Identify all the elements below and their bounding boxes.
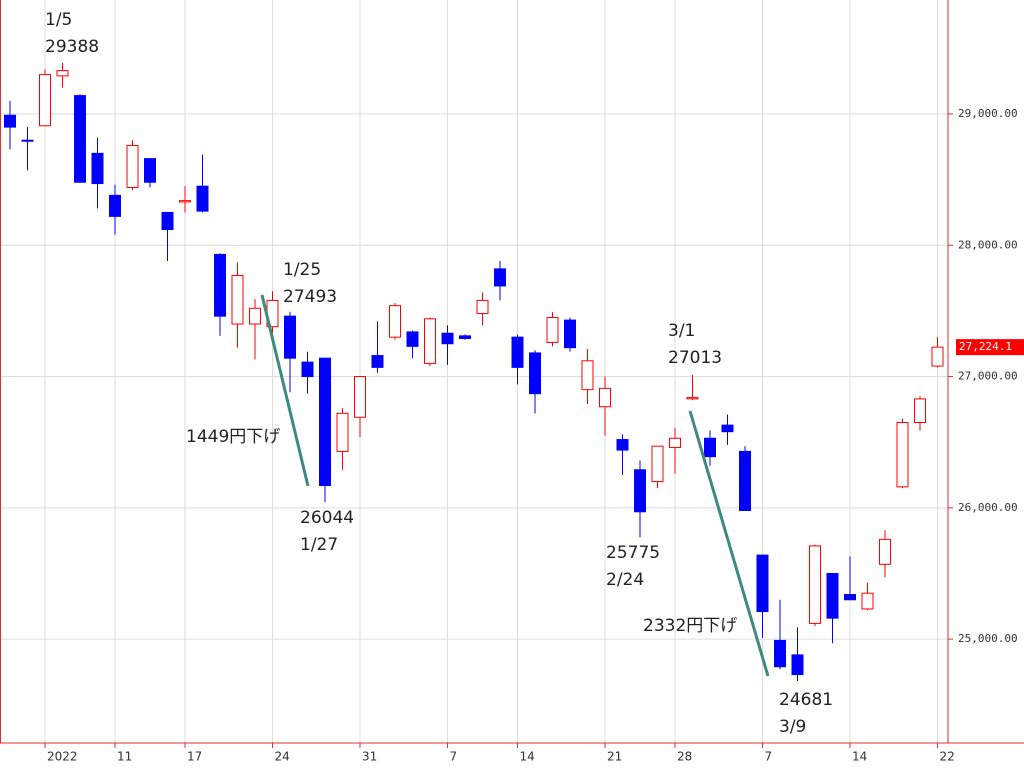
candle-body — [931, 346, 944, 367]
annotation: 29388 — [45, 37, 99, 57]
candle-body — [879, 538, 891, 565]
candle-body — [284, 315, 296, 359]
candle-body — [179, 200, 191, 203]
annotation: 2/24 — [606, 570, 644, 590]
annotation: 25775 — [606, 543, 660, 563]
candle-body — [861, 592, 874, 610]
x-tick-label: 14 — [520, 750, 535, 764]
candle-body — [39, 74, 51, 127]
candle-body — [389, 305, 401, 338]
candle-body — [91, 152, 104, 185]
candle-body — [249, 307, 261, 325]
candle-body — [774, 639, 786, 668]
candle-body — [354, 376, 366, 418]
candle-body — [634, 469, 646, 513]
candle-body — [564, 319, 576, 349]
annotation: 1/5 — [45, 10, 72, 30]
current-price-box — [956, 339, 1024, 356]
x-tick-label: 14 — [852, 750, 867, 764]
candle-body — [56, 70, 69, 77]
candle-body — [756, 554, 769, 613]
candle-body — [74, 95, 86, 183]
candle-body — [669, 437, 681, 448]
annotation: 27013 — [668, 348, 722, 368]
candle-body — [301, 361, 314, 378]
annotation: 2332円下げ — [643, 616, 737, 636]
candle-body — [546, 316, 559, 343]
candle-body — [599, 387, 611, 408]
candle-body — [896, 422, 909, 488]
candle-body — [704, 437, 716, 458]
candle-body — [336, 412, 349, 452]
candle-body — [826, 572, 839, 619]
x-tick-label: 7 — [765, 750, 773, 764]
candle-body — [739, 450, 751, 511]
candle-body — [4, 114, 16, 128]
x-tick-label: 21 — [607, 750, 622, 764]
candle-body — [616, 439, 629, 451]
candle-body — [581, 360, 594, 391]
candle-body — [651, 445, 664, 483]
x-tick-label: 28 — [677, 750, 692, 764]
annotation: 1/25 — [283, 260, 321, 280]
candle-body — [914, 398, 926, 424]
y-tick-label: 25,000.00 — [958, 632, 1018, 645]
x-tick-label: 17 — [187, 750, 202, 764]
trend-line — [260, 294, 310, 487]
candle-body — [686, 397, 699, 400]
candle-body — [844, 594, 856, 601]
candle-body — [196, 185, 209, 212]
candle-body — [721, 424, 734, 433]
annotation: 3/9 — [779, 717, 806, 737]
y-tick-label: 26,000.00 — [958, 501, 1018, 514]
x-tick-label: 24 — [275, 750, 290, 764]
candle-body — [791, 654, 804, 676]
candle-body — [494, 268, 506, 287]
candle-body — [319, 357, 331, 487]
x-tick-label: 22 — [940, 750, 955, 764]
x-tick-label: 31 — [362, 750, 377, 764]
candle-body — [529, 352, 541, 395]
candle-body — [231, 274, 244, 325]
candle-body — [21, 139, 34, 142]
candle-body — [406, 331, 419, 347]
candle-body — [459, 335, 471, 339]
candle-body — [511, 336, 524, 368]
annotation: 1449円下げ — [186, 427, 280, 447]
y-tick-label: 27,000.00 — [958, 370, 1018, 383]
current-price-label: 27,224.1 — [959, 340, 1012, 353]
candle-body — [371, 355, 384, 368]
candle-body — [126, 144, 139, 188]
candle-body — [424, 318, 436, 364]
trend-line — [688, 410, 770, 677]
annotation: 1/27 — [300, 535, 338, 555]
candle-body — [214, 253, 226, 317]
candle-body — [109, 194, 121, 217]
candle-body — [809, 545, 821, 624]
candle-body — [144, 158, 156, 183]
candle-body — [441, 332, 454, 345]
candle-body — [161, 211, 174, 231]
annotation: 26044 — [300, 508, 354, 528]
x-tick-label: 2022 — [47, 750, 78, 764]
annotation: 27493 — [283, 287, 337, 307]
annotation: 3/1 — [668, 321, 695, 341]
annotation: 24681 — [779, 690, 833, 710]
y-tick-label: 28,000.00 — [958, 238, 1018, 251]
y-tick-label: 29,000.00 — [958, 107, 1018, 120]
x-tick-label: 7 — [450, 750, 458, 764]
x-tick-label: 11 — [117, 750, 132, 764]
candle-body — [476, 299, 489, 315]
